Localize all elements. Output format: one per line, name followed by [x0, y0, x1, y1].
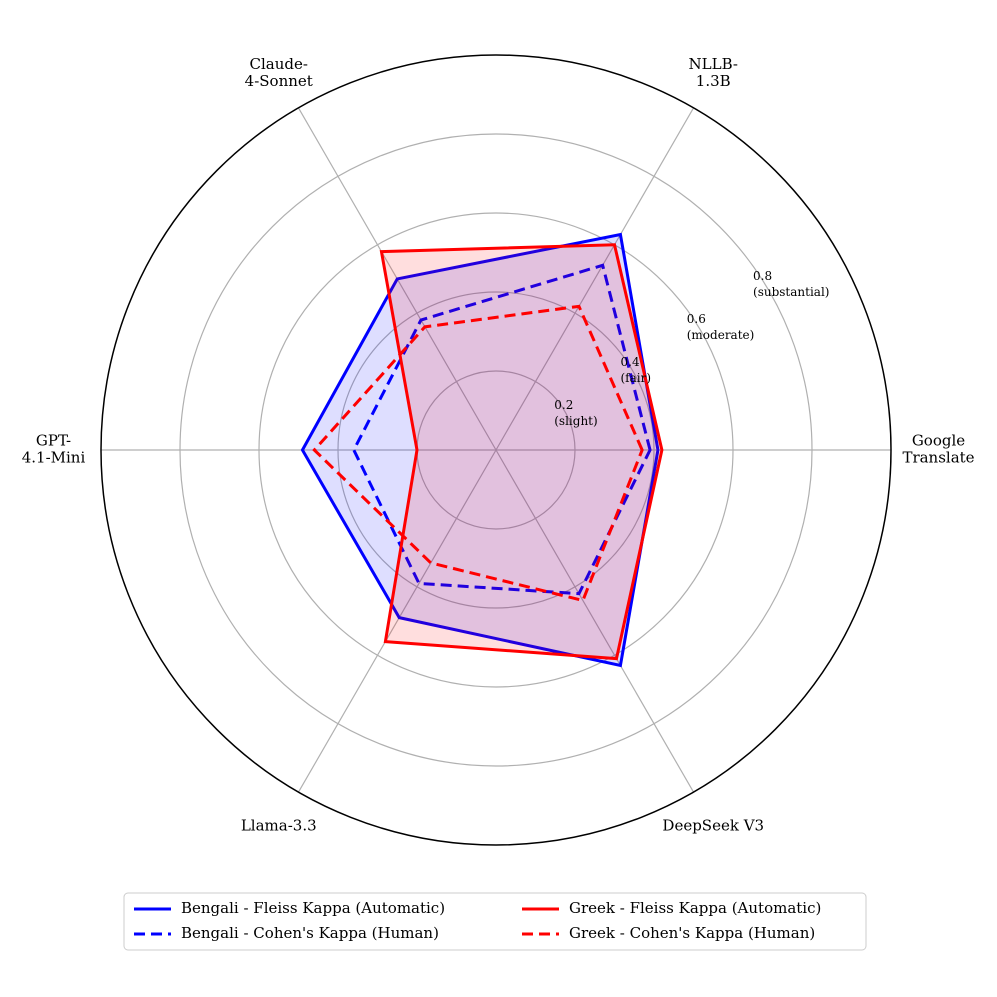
radar-area	[352, 263, 652, 596]
spoke	[297, 449, 497, 793]
spoke	[495, 107, 695, 451]
legend-label: Greek - Cohen's Kappa (Human)	[569, 924, 815, 942]
axis-label: DeepSeek V3	[662, 816, 764, 834]
r-tick-label: 0.6 (moderate)	[687, 311, 755, 341]
r-tick-label: 0.2 (slight)	[554, 397, 597, 427]
axis-label: NLLB-1.3B	[689, 55, 738, 90]
outer-frame	[100, 54, 892, 846]
legend-label: Bengali - Fleiss Kappa (Automatic)	[181, 899, 445, 917]
r-tick-label: 0.4 (fair)	[621, 354, 652, 384]
radar-area	[379, 243, 664, 661]
axis-label: GPT-4.1-Mini	[22, 432, 86, 467]
spoke	[495, 449, 695, 793]
axis-label: Claude-4-Sonnet	[245, 55, 313, 90]
r-tick-label: 0.8 (substantial)	[753, 268, 829, 298]
radar-area	[300, 232, 660, 668]
axis-label: Llama-3.3	[241, 816, 317, 834]
axis-label: Google Translate	[902, 432, 974, 467]
radar-area	[312, 304, 644, 603]
legend-label: Greek - Fleiss Kappa (Automatic)	[569, 899, 821, 917]
legend-label: Bengali - Cohen's Kappa (Human)	[181, 924, 439, 942]
legend-box	[123, 892, 867, 951]
